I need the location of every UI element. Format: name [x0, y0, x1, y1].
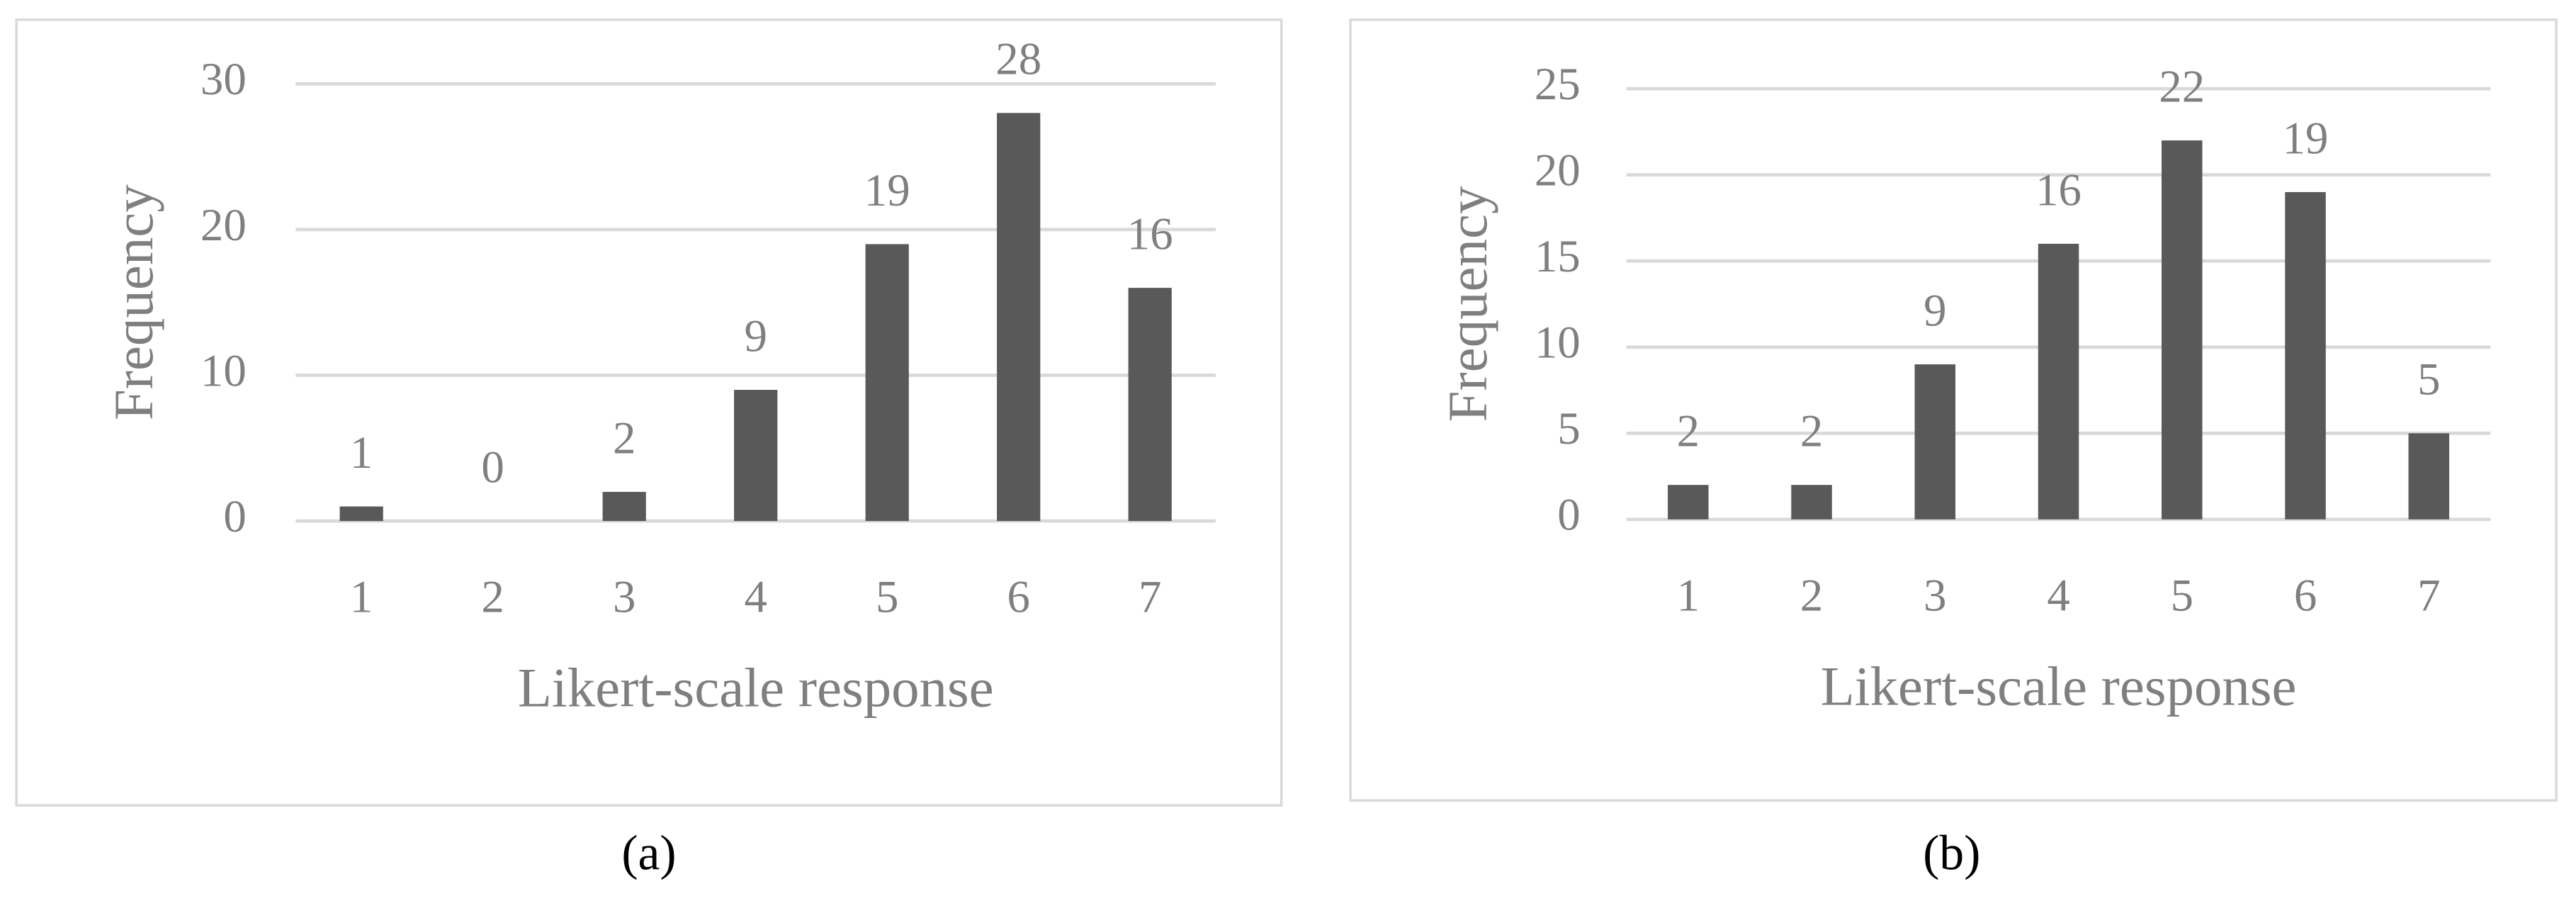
bar: [734, 390, 778, 522]
x-tick-label: 7: [1139, 572, 1161, 623]
caption: (b): [1923, 826, 1980, 880]
data-label: 22: [2159, 61, 2205, 112]
data-label: 16: [2035, 164, 2081, 215]
bar: [602, 491, 646, 522]
y-tick-label: 10: [1535, 318, 1581, 369]
x-tick-label: 1: [350, 572, 373, 623]
x-tick-label: 2: [1800, 570, 1823, 621]
bar: [1791, 485, 1832, 520]
y-tick-label: 0: [1557, 490, 1580, 541]
data-label: 2: [1677, 406, 1700, 457]
x-tick-label: 4: [2047, 570, 2069, 621]
caption: (a): [621, 826, 676, 880]
y-tick-label: 10: [200, 345, 247, 396]
y-tick-label: 20: [1535, 145, 1581, 196]
x-tick-label: 3: [1923, 570, 1946, 621]
x-axis-title: Likert-scale response: [518, 658, 994, 719]
x-tick-label: 7: [2417, 570, 2440, 621]
x-tick-label: 3: [613, 572, 635, 623]
x-tick-label: 2: [481, 572, 504, 623]
data-label: 16: [1127, 208, 1173, 259]
x-tick-label: 5: [876, 572, 898, 623]
y-tick-label: 0: [223, 491, 246, 542]
bar: [2162, 140, 2203, 520]
x-tick-label: 6: [2294, 570, 2317, 621]
y-tick-label: 25: [1535, 59, 1581, 110]
y-tick-label: 15: [1535, 231, 1581, 282]
x-tick-label: 4: [744, 572, 767, 623]
x-tick-label: 5: [2171, 570, 2193, 621]
y-axis-title: Frequency: [103, 184, 165, 420]
data-label: 5: [2417, 354, 2440, 405]
data-label: 0: [481, 442, 504, 493]
y-tick-label: 5: [1557, 403, 1580, 454]
bar: [865, 244, 909, 522]
data-label: 19: [864, 165, 910, 216]
bar: [2038, 243, 2079, 520]
bar: [1128, 288, 1172, 522]
x-tick-label: 6: [1007, 572, 1029, 623]
data-label: 2: [1800, 406, 1823, 457]
bar: [1914, 364, 1956, 520]
data-label: 9: [744, 310, 767, 361]
y-axis-title: Frequency: [1437, 186, 1499, 422]
bar: [997, 113, 1041, 522]
bar: [1668, 485, 1709, 520]
chart-frame: [1349, 18, 2558, 802]
data-label: 19: [2283, 113, 2329, 164]
chart-frame: [15, 18, 1283, 807]
bar: [2285, 192, 2326, 520]
data-label: 2: [613, 413, 635, 464]
data-label: 28: [995, 34, 1041, 85]
data-label: 1: [350, 427, 373, 478]
bar: [339, 506, 383, 522]
x-tick-label: 1: [1677, 570, 1700, 621]
x-axis-title: Likert-scale response: [1821, 656, 2297, 717]
y-tick-label: 20: [200, 200, 247, 251]
data-label: 9: [1923, 285, 1946, 336]
y-tick-label: 30: [200, 54, 247, 105]
bar: [2408, 433, 2450, 520]
